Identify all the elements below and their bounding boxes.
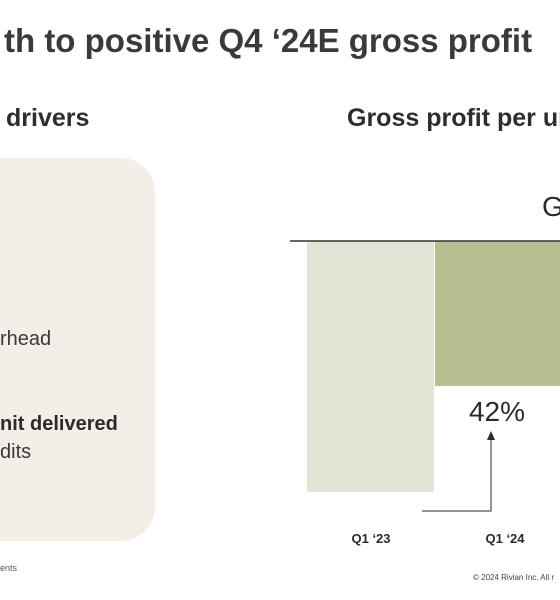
bar-q1-24 — [435, 241, 560, 386]
chart-heading: Gross profit per ur — [347, 104, 560, 132]
x-tick-q1-23: Q1 ‘23 — [351, 531, 390, 546]
slide-title: th to positive Q4 ‘24E gross profit — [4, 22, 533, 59]
driver-line-credits: dits — [0, 441, 32, 463]
x-tick-q1-24: Q1 ‘24 — [485, 531, 525, 546]
drivers-panel — [0, 158, 155, 541]
annotation-arrow-head — [487, 431, 495, 440]
driver-line-overhead: rhead — [0, 328, 52, 350]
copyright: © 2024 Rivian Inc. All r — [473, 573, 555, 582]
drivers-heading: drivers — [6, 104, 90, 132]
partial-label: G — [542, 191, 560, 222]
footnote: ents — [0, 563, 18, 573]
annotation-42-percent: 42% — [469, 396, 525, 427]
annotation-arrow-line — [422, 438, 492, 512]
bar-q1-23 — [307, 241, 434, 492]
driver-line-unit-delivered: nit delivered — [0, 413, 118, 435]
